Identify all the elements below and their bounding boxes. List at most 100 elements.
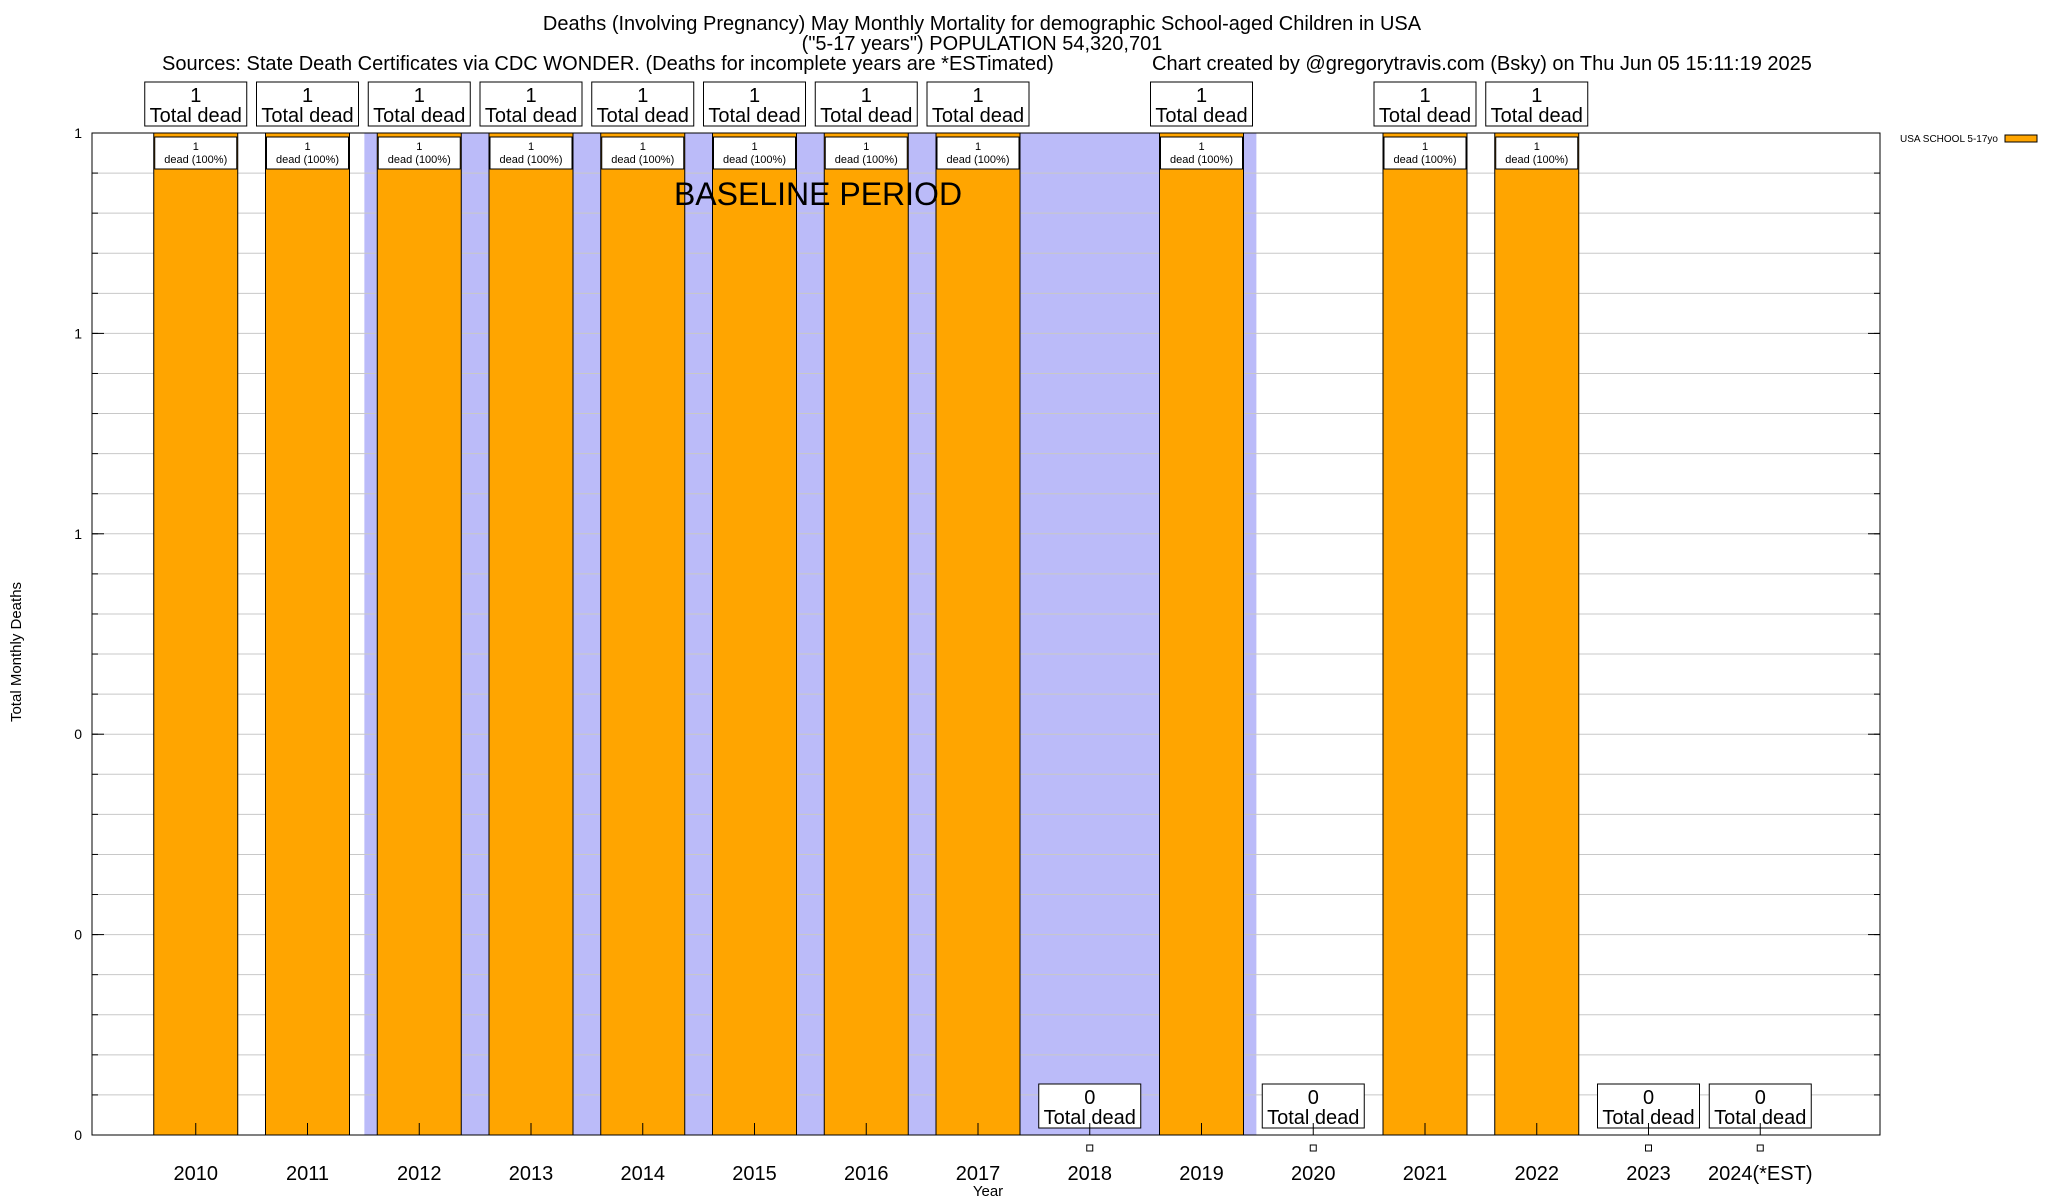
x-tick-label: 2016 [844, 1163, 889, 1185]
bar-label-value: 1 [193, 141, 199, 153]
total-label-value: 0 [1084, 1087, 1095, 1109]
chart-sources: Sources: State Death Certificates via CD… [162, 53, 1054, 75]
plot-frame [91, 132, 1881, 1136]
total-label-suffix: Total dead [1044, 1107, 1136, 1129]
legend-swatch [2004, 134, 2038, 143]
total-label-suffix: Total dead [1379, 105, 1471, 127]
total-label-suffix: Total dead [373, 105, 465, 127]
total-label-box [367, 81, 471, 127]
zero-marker [1756, 1144, 1764, 1152]
chart-credit: Chart created by @gregorytravis.com (Bsk… [1152, 53, 1812, 75]
total-label-box [591, 81, 695, 127]
total-label-value: 0 [1643, 1087, 1654, 1109]
bar [1494, 132, 1580, 1136]
bar [1382, 132, 1468, 1136]
x-axis-label: Year [973, 1183, 1003, 1200]
total-label-box [1150, 81, 1253, 127]
total-label-suffix: Total dead [932, 105, 1024, 127]
bar-label-box [1160, 136, 1243, 170]
bar-label-percent: dead (100%) [276, 154, 339, 166]
y-tick-label: 0 [74, 1127, 82, 1143]
x-tick-label: 2024(*EST) [1708, 1163, 1813, 1185]
total-label-value: 0 [1308, 1087, 1319, 1109]
bar-label-box [936, 136, 1020, 170]
chart-title: Deaths (Involving Pregnancy) May Monthly… [542, 13, 1422, 35]
total-label-suffix: Total dead [150, 105, 242, 127]
total-label-suffix: Total dead [1714, 1107, 1806, 1129]
total-label-suffix: Total dead [1155, 105, 1247, 127]
total-label-suffix: Total dead [485, 105, 577, 127]
zero-marker [1309, 1144, 1317, 1152]
total-label-box [1261, 1083, 1365, 1129]
x-tick-label: 2011 [286, 1163, 329, 1185]
total-label-value: 1 [190, 85, 201, 107]
total-label-box [144, 81, 248, 127]
baseline-annotation: BASELINE PERIOD [674, 176, 962, 212]
total-label-value: 1 [302, 85, 313, 107]
total-label-suffix: Total dead [1267, 1107, 1359, 1129]
bar-label-percent: dead (100%) [1505, 154, 1568, 166]
y-tick-label: 1 [74, 526, 82, 542]
x-tick-label: 2021 [1403, 1163, 1448, 1185]
total-label-box [479, 81, 583, 127]
x-tick-label: 2017 [956, 1163, 1001, 1185]
total-label-box [256, 81, 359, 127]
bar [935, 132, 1021, 1136]
total-label-value: 1 [637, 85, 648, 107]
legend: USA SCHOOL 5-17yo [1900, 134, 2038, 145]
bar-label-box [266, 136, 349, 170]
total-label-box [1485, 81, 1589, 127]
total-label-box [703, 81, 806, 127]
total-label-value: 1 [861, 85, 872, 107]
bar-label-box [489, 136, 573, 170]
bar-label-value: 1 [863, 141, 869, 153]
total-label-suffix: Total dead [708, 105, 800, 127]
total-label-suffix: Total dead [597, 105, 689, 127]
x-tick-label: 2022 [1515, 1163, 1560, 1185]
total-label-box [1038, 1083, 1142, 1129]
bar-label-value: 1 [1422, 141, 1428, 153]
x-tick-label: 2012 [397, 1163, 442, 1185]
x-tick-label: 2023 [1626, 1163, 1671, 1185]
total-label-value: 1 [1419, 85, 1430, 107]
chart-subtitle: ("5-17 years") POPULATION 54,320,701 [801, 33, 1163, 55]
x-tick-label: 2019 [1179, 1163, 1224, 1185]
x-tick-label: 2020 [1291, 1163, 1336, 1185]
bar-label-box [1495, 136, 1579, 170]
x-tick-label: 2018 [1068, 1163, 1113, 1185]
x-tick-label: 2013 [509, 1163, 554, 1185]
total-label-value: 1 [1196, 85, 1207, 107]
bar-label-percent: dead (100%) [723, 154, 786, 166]
bar [153, 132, 239, 1136]
y-tick-label: 0 [74, 927, 82, 943]
bar [376, 132, 462, 1136]
bar [712, 132, 797, 1136]
bar-label-percent: dead (100%) [947, 154, 1010, 166]
bar-label-value: 1 [304, 141, 310, 153]
x-tick-label: 2015 [732, 1163, 777, 1185]
bar-label-percent: dead (100%) [835, 154, 898, 166]
y-axis-label: Total Monthly Deaths [8, 582, 25, 722]
total-label-value: 0 [1755, 1087, 1766, 1109]
total-label-suffix: Total dead [261, 105, 353, 127]
total-label-value: 1 [749, 85, 760, 107]
zero-marker [1086, 1144, 1094, 1152]
x-tick-label: 2010 [174, 1163, 219, 1185]
y-tick-label: 1 [74, 125, 82, 141]
bar-label-box [1383, 136, 1467, 170]
bar-label-value: 1 [1534, 141, 1540, 153]
bar-label-value: 1 [416, 141, 422, 153]
bar-label-percent: dead (100%) [500, 154, 563, 166]
total-label-suffix: Total dead [820, 105, 912, 127]
bar-label-percent: dead (100%) [388, 154, 451, 166]
y-tick-label: 0 [74, 726, 82, 742]
bar [1159, 132, 1244, 1136]
bar-label-percent: dead (100%) [1170, 154, 1233, 166]
total-label-suffix: Total dead [1602, 1107, 1694, 1129]
bar [600, 132, 686, 1136]
bar [265, 132, 350, 1136]
bar-label-box [377, 136, 461, 170]
zero-marker [1645, 1144, 1652, 1152]
bar [488, 132, 574, 1136]
total-label-box [814, 81, 918, 127]
